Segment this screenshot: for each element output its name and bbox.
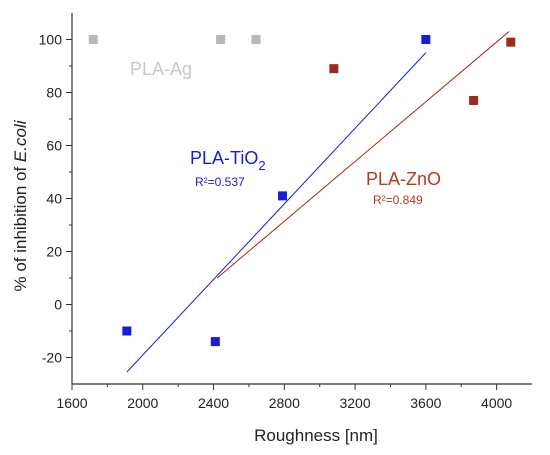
y-tick-label: 0 [54,297,62,313]
x-tick-label: 2800 [269,395,300,411]
y-tick-label: -20 [42,350,62,366]
data-markers [88,35,516,347]
axes [66,13,532,390]
pla-zno-r2: R²=0.849 [373,193,423,207]
y-tick-label: 20 [46,244,62,260]
pla-tio2-label: PLA-TiO2 [190,148,266,173]
x-tick-label: 2000 [127,395,158,411]
x-tick-label: 4000 [481,395,512,411]
data-point-marker [251,35,261,44]
fit-line [216,31,510,279]
data-point-marker [122,326,132,336]
data-point-marker [88,35,98,44]
data-point-marker [469,95,479,105]
pla-ag-label: PLA-Ag [130,59,192,79]
x-axis-title: Roughness [nm] [254,426,378,445]
x-tick-label: 1600 [56,395,87,411]
y-tick-label: 80 [46,85,62,101]
data-point-marker [329,64,339,74]
tick-labels: 1600 2000 2400 2800 3200 3600 4000 -20 0 20 40 60 80… [39,32,513,412]
fit-line [126,52,427,373]
x-tick-label: 2400 [198,395,229,411]
data-point-marker [210,337,220,347]
x-tick-label: 3600 [410,395,441,411]
pla-tio2-r2: R²=0.537 [195,175,245,189]
pla-zno-label: PLA-ZnO [366,169,441,189]
fit-lines [126,31,510,373]
y-axis-title: % of inhibition of E.coli [11,119,30,291]
y-tick-label: 40 [46,191,62,207]
y-tick-label: 100 [39,32,63,48]
y-tick-label: 60 [46,138,62,154]
data-point-marker [506,37,516,47]
x-tick-label: 3200 [339,395,370,411]
data-point-marker [216,35,226,44]
data-point-marker [278,191,288,201]
data-point-marker [421,35,431,44]
